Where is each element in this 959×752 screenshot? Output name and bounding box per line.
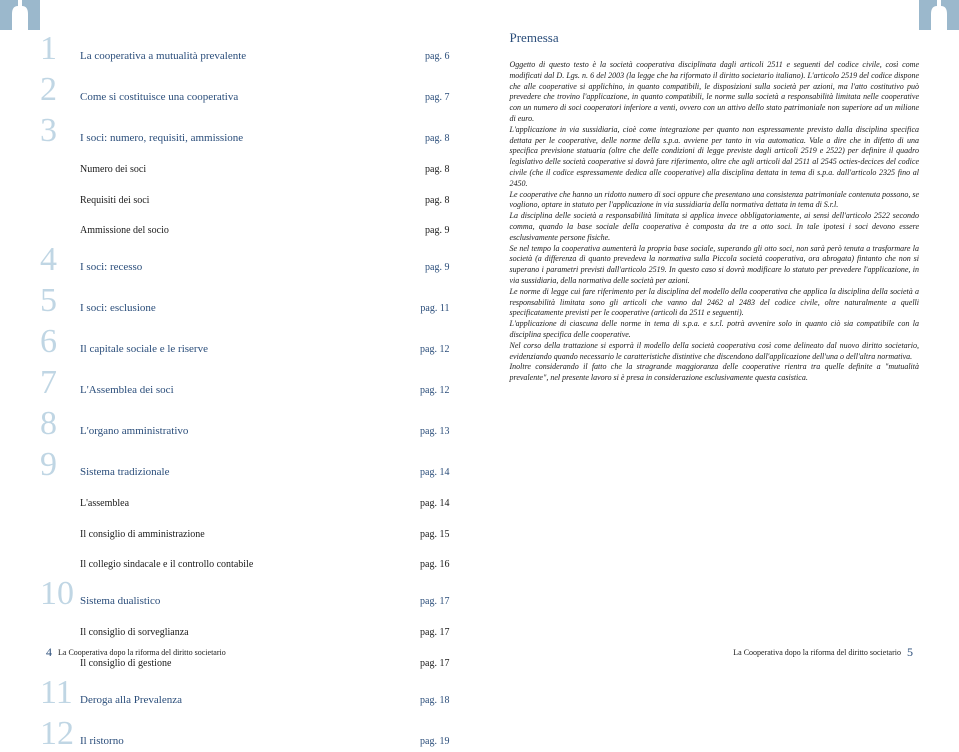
chapter-number: 1 bbox=[40, 35, 80, 64]
toc-page-ref: pag. 17 bbox=[400, 658, 450, 669]
toc-page-ref: pag. 8 bbox=[400, 164, 450, 175]
chapter-number: 3 bbox=[40, 117, 80, 146]
chapter-number: 8 bbox=[40, 410, 80, 439]
chapter-number: 9 bbox=[40, 451, 80, 480]
toc-row: 10Sistema dualisticopag. 17 bbox=[40, 580, 450, 609]
toc-title: Il capitale sociale e le riserve bbox=[80, 343, 400, 355]
toc-row: 3I soci: numero, requisiti, ammissionepa… bbox=[40, 117, 450, 146]
footer-left: 4 La Cooperativa dopo la riforma del dir… bbox=[40, 645, 226, 660]
toc-title: I soci: numero, requisiti, ammissione bbox=[80, 132, 400, 144]
chapter-number: 5 bbox=[40, 287, 80, 316]
toc-page-ref: pag. 17 bbox=[400, 596, 450, 607]
toc-row: 2Come si costituisce una cooperativapag.… bbox=[40, 76, 450, 105]
premessa-paragraph: L'applicazione di ciascuna delle norme i… bbox=[510, 319, 920, 341]
toc-row: 4I soci: recessopag. 9 bbox=[40, 246, 450, 275]
toc-page-ref: pag. 9 bbox=[400, 262, 450, 273]
toc-title: Il collegio sindacale e il controllo con… bbox=[80, 559, 400, 570]
toc-row: 5I soci: esclusionepag. 11 bbox=[40, 287, 450, 316]
premessa-paragraph: Inoltre considerando il fatto che la str… bbox=[510, 362, 920, 384]
toc-row: 0Il consiglio di sorveglianzapag. 17 bbox=[40, 611, 450, 640]
toc-row: 8L'organo amministrativopag. 13 bbox=[40, 410, 450, 439]
page-number: 4 bbox=[46, 645, 52, 660]
toc-page-ref: pag. 8 bbox=[400, 195, 450, 206]
toc-page-ref: pag. 16 bbox=[400, 559, 450, 570]
chapter-number: 4 bbox=[40, 246, 80, 275]
toc-page-ref: pag. 13 bbox=[400, 426, 450, 437]
toc-page-ref: pag. 8 bbox=[400, 133, 450, 144]
toc-page-ref: pag. 12 bbox=[400, 385, 450, 396]
toc-page-ref: pag. 14 bbox=[400, 498, 450, 509]
toc-title: La cooperativa a mutualità prevalente bbox=[80, 50, 400, 62]
toc-title: Come si costituisce una cooperativa bbox=[80, 91, 400, 103]
toc-page-ref: pag. 12 bbox=[400, 344, 450, 355]
toc-row: 0L'assembleapag. 14 bbox=[40, 482, 450, 511]
toc-row: 0Il collegio sindacale e il controllo co… bbox=[40, 543, 450, 572]
toc-page-ref: pag. 11 bbox=[400, 303, 450, 314]
toc-title: Deroga alla Prevalenza bbox=[80, 694, 400, 706]
toc-title: Il consiglio di amministrazione bbox=[80, 529, 400, 540]
right-page: Premessa Oggetto di questo testo è la so… bbox=[480, 0, 959, 672]
toc-title: I soci: esclusione bbox=[80, 302, 400, 314]
premessa-paragraph: L'applicazione in via sussidiaria, cioè … bbox=[510, 125, 920, 190]
toc-row: 6Il capitale sociale e le riservepag. 12 bbox=[40, 328, 450, 357]
toc-page-ref: pag. 7 bbox=[400, 92, 450, 103]
premessa-paragraph: Le norme di legge cui fare riferimento p… bbox=[510, 287, 920, 319]
toc-page-ref: pag. 14 bbox=[400, 467, 450, 478]
toc-title: Ammissione del socio bbox=[80, 225, 400, 236]
premessa-paragraph: Se nel tempo la cooperativa aumenterà la… bbox=[510, 244, 920, 287]
footer-text: La Cooperativa dopo la riforma del dirit… bbox=[733, 648, 901, 657]
chapter-number: 7 bbox=[40, 369, 80, 398]
corner-decoration-icon bbox=[919, 0, 959, 30]
toc-page-ref: pag. 15 bbox=[400, 529, 450, 540]
toc-page-ref: pag. 18 bbox=[400, 695, 450, 706]
toc-title: L'organo amministrativo bbox=[80, 425, 400, 437]
chapter-number: 2 bbox=[40, 76, 80, 105]
toc-title: L'Assemblea dei soci bbox=[80, 384, 400, 396]
toc-row: 9Sistema tradizionalepag. 14 bbox=[40, 451, 450, 480]
toc-title: L'assemblea bbox=[80, 498, 400, 509]
toc-page-ref: pag. 17 bbox=[400, 627, 450, 638]
chapter-number: 10 bbox=[40, 580, 80, 609]
toc-title: Sistema tradizionale bbox=[80, 466, 400, 478]
toc-row: 1La cooperativa a mutualità prevalentepa… bbox=[40, 35, 450, 64]
toc-page-ref: pag. 9 bbox=[400, 225, 450, 236]
premessa-title: Premessa bbox=[510, 30, 920, 46]
chapter-number: 12 bbox=[40, 720, 80, 749]
toc-title: Il ristorno bbox=[80, 735, 400, 747]
premessa-paragraph: Le cooperative che hanno un ridotto nume… bbox=[510, 190, 920, 212]
premessa-paragraph: Nel corso della trattazione si esporrà i… bbox=[510, 341, 920, 363]
toc-title: Numero dei soci bbox=[80, 164, 400, 175]
page-spread: 1La cooperativa a mutualità prevalentepa… bbox=[0, 0, 959, 672]
premessa-paragraph: Oggetto di questo testo è la società coo… bbox=[510, 60, 920, 125]
table-of-contents: 1La cooperativa a mutualità prevalentepa… bbox=[40, 30, 450, 749]
footer-right: La Cooperativa dopo la riforma del dirit… bbox=[733, 645, 919, 660]
premessa-paragraph: La disciplina delle società a responsabi… bbox=[510, 211, 920, 243]
toc-row: 0Requisiti dei socipag. 8 bbox=[40, 179, 450, 208]
toc-page-ref: pag. 19 bbox=[400, 736, 450, 747]
chapter-number: 11 bbox=[40, 679, 80, 708]
toc-row: 12Il ristornopag. 19 bbox=[40, 720, 450, 749]
premessa-body: Oggetto di questo testo è la società coo… bbox=[510, 60, 920, 384]
corner-decoration-icon bbox=[0, 0, 40, 30]
toc-page-ref: pag. 6 bbox=[400, 51, 450, 62]
toc-row: 11Deroga alla Prevalenzapag. 18 bbox=[40, 679, 450, 708]
toc-title: Sistema dualistico bbox=[80, 595, 400, 607]
toc-row: 0Ammissione del sociopag. 9 bbox=[40, 209, 450, 238]
left-page: 1La cooperativa a mutualità prevalentepa… bbox=[0, 0, 480, 672]
toc-title: Requisiti dei soci bbox=[80, 195, 400, 206]
page-number: 5 bbox=[907, 645, 913, 660]
chapter-number: 6 bbox=[40, 328, 80, 357]
toc-title: Il consiglio di sorveglianza bbox=[80, 627, 400, 638]
toc-row: 0Numero dei socipag. 8 bbox=[40, 148, 450, 177]
toc-title: I soci: recesso bbox=[80, 261, 400, 273]
footer-text: La Cooperativa dopo la riforma del dirit… bbox=[58, 648, 226, 657]
toc-row: 0Il consiglio di amministrazionepag. 15 bbox=[40, 513, 450, 542]
toc-row: 7L'Assemblea dei socipag. 12 bbox=[40, 369, 450, 398]
